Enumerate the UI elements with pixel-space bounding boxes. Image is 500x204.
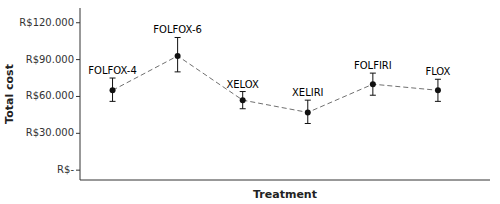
point [370,81,376,87]
error-bar [175,37,181,71]
point-annotation: FOLFIRI [354,60,392,71]
y-tick [76,96,80,97]
point [175,53,181,59]
point-annotation: XELOX [226,79,259,90]
y-tick-label: R$30.000 [26,127,74,138]
y-tick-label: R$60.000 [26,90,74,101]
connecting-line [113,56,438,113]
y-tick [76,59,80,60]
y-tick [76,133,80,134]
error-bar [435,79,441,101]
point [110,87,116,93]
error-bar [110,78,116,101]
point-annotation: XELIRI [292,87,324,98]
error-bar [305,100,311,123]
x-axis-label: Treatment [253,188,317,201]
point [240,97,246,103]
y-axis-label: Total cost [3,64,16,124]
y-tick [76,22,80,23]
point-annotation: FLOX [425,66,450,77]
point [305,109,311,115]
y-axis-line [80,8,81,180]
x-axis-line [80,180,490,181]
point-annotation: FOLFOX-4 [88,65,137,76]
chart: R$- R$30.000 R$60.000 R$90.000 R$120.000 Trea… [0,0,500,204]
y-tick [76,170,80,171]
y-tick-label: R$- [57,164,74,175]
y-tick-label: R$120.000 [19,17,74,28]
point [435,87,441,93]
point-annotation: FOLFOX-6 [153,24,202,35]
plot-area [110,37,441,123]
y-tick-label: R$90.000 [26,54,74,65]
error-bar [240,92,246,109]
error-bar [370,73,376,95]
